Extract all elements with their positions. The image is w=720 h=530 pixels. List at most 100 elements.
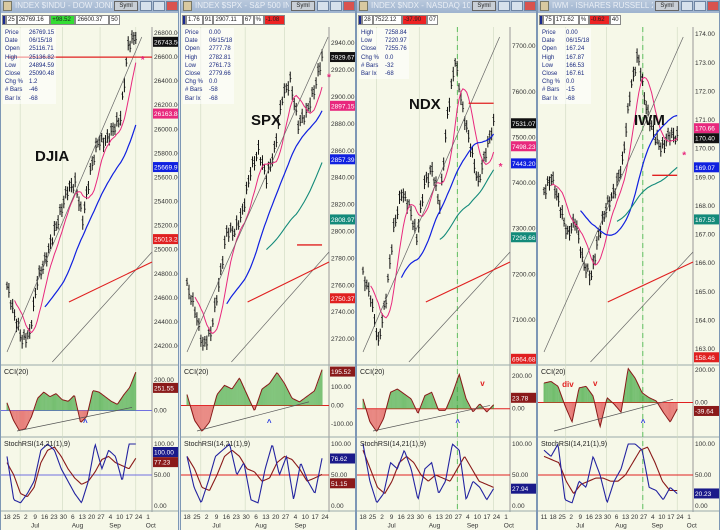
price-bar (223, 235, 226, 249)
toolbar-field[interactable]: % (253, 15, 264, 25)
toolbar-field[interactable]: 1.76 (186, 15, 203, 25)
price-value-badge: 7296.66 (511, 232, 536, 243)
svg-text:195.52: 195.52 (331, 369, 351, 376)
price-bar (390, 244, 394, 255)
price-bar (646, 104, 650, 116)
cci-tick-label: 200.00 (154, 377, 174, 384)
date-tick-label: 10 (658, 514, 666, 521)
toolbar-field[interactable]: 171.62 (553, 15, 579, 25)
maximize-button[interactable] (330, 1, 342, 11)
chart-canvas[interactable]: 2940.002920.002900.002880.002860.002840.… (181, 0, 356, 530)
price-bar (203, 335, 207, 347)
down-marker: v (480, 379, 485, 388)
toolbar-field[interactable]: % (578, 15, 589, 25)
window-titlebar[interactable]: INDEX $NDX - NASDAQ 100 INDEXSyml (357, 0, 536, 13)
chart-canvas[interactable]: 7700.00 7600.00 7500.00 7400.00 7300.00 7200.… (357, 0, 537, 530)
symbol-button[interactable]: Syml (472, 1, 496, 11)
info-value: 2777.78 (209, 46, 231, 53)
toolbar-field[interactable]: 67 (242, 15, 254, 25)
close-button[interactable] (707, 1, 719, 11)
toolbar-field[interactable]: -1.08 (263, 15, 285, 25)
chart-window-spx: 2940.00 2920.00 2900.00 2880.00 2860.00 2840.… (180, 0, 356, 530)
close-button[interactable] (166, 1, 178, 11)
mid-moving-average-line (44, 124, 137, 308)
stoch-label: StochRSI(14,21(1),9) (541, 441, 607, 448)
date-tick-label: 6 (254, 514, 258, 521)
symbol-button[interactable]: Syml (291, 1, 315, 11)
price-bar (471, 146, 474, 158)
price-bar (7, 282, 11, 298)
maximize-button[interactable] (511, 1, 523, 11)
toolbar-field[interactable]: 75 (543, 15, 554, 25)
window-titlebar[interactable]: INDEX $INDU - DOW JONES INDUSTRIALSSyml (1, 0, 178, 13)
cci-tick-label: 0.00 (154, 407, 167, 414)
stoch-tick-label: 50.00 (154, 472, 171, 479)
close-button[interactable] (343, 1, 355, 11)
price-bar (381, 313, 384, 328)
maximize-button[interactable] (694, 1, 706, 11)
info-key: Low (542, 62, 554, 69)
price-bar (26, 330, 30, 340)
window-title: INDEX $SPX - S&P 500 INDEX (195, 1, 289, 10)
chart-canvas[interactable]: 26800.0026600.0026400.0026200.0026000.00… (1, 0, 179, 530)
info-row: Close 2779.66 (185, 70, 232, 78)
minimize-button[interactable] (498, 1, 510, 11)
toolbar-color-chip (2, 15, 6, 25)
info-row: Date 06/15/18 (185, 37, 232, 45)
price-bar (570, 223, 573, 234)
price-bar (659, 142, 662, 157)
up-arrow-marker: ^ (641, 418, 646, 427)
toolbar-field[interactable]: 7522.12 (372, 15, 403, 25)
svg-text:77.23: 77.23 (154, 460, 171, 467)
price-bar (13, 309, 16, 321)
bar-info-box: Price 0.00 Date 06/15/18 Open 167.24 High 167.8… (540, 28, 592, 104)
toolbar-field[interactable]: 40 (609, 15, 621, 25)
price-bar (486, 135, 490, 148)
date-tick-label: 9 (215, 514, 219, 521)
price-bar (19, 329, 22, 342)
info-value: 06/15/18 (566, 38, 590, 45)
symbol-button[interactable]: Syml (655, 1, 679, 11)
price-value-badge: 26743.50 (153, 36, 178, 47)
price-bar (551, 171, 555, 185)
toolbar-field[interactable]: +98.52 (50, 15, 76, 25)
toolbar-field[interactable]: 26769.16 (16, 15, 51, 25)
date-tick-label: 17 (667, 514, 675, 521)
price-tick-label: 26000.00 (154, 126, 179, 133)
price-bar (60, 203, 64, 218)
toolbar-field[interactable]: 07 (427, 15, 438, 25)
cci-tick-label: 100.00 (331, 384, 351, 391)
info-key: # Bars (361, 62, 379, 69)
info-key: High (5, 54, 18, 61)
minimize-button[interactable] (140, 1, 152, 11)
date-tick-label: 11 (541, 514, 548, 521)
price-bar (623, 141, 626, 154)
toolbar-field[interactable]: 2907.11 (213, 15, 243, 25)
minimize-button[interactable] (317, 1, 329, 11)
price-bar (251, 156, 254, 168)
chart-canvas[interactable]: 174.00173.00172.00171.00170.00169.00168.… (538, 0, 720, 530)
toolbar-field[interactable]: 50 (109, 15, 120, 25)
price-bar (553, 185, 557, 199)
toolbar-field[interactable]: 28 (362, 15, 373, 25)
minimize-button[interactable] (681, 1, 693, 11)
window-titlebar[interactable]: INDEX $SPX - S&P 500 INDEXSyml (181, 0, 355, 13)
close-button[interactable] (524, 1, 536, 11)
price-bar (187, 284, 191, 300)
toolbar-field[interactable]: 25 (6, 15, 17, 25)
price-bar (263, 164, 266, 175)
symbol-button[interactable]: Syml (114, 1, 138, 11)
toolbar-field[interactable]: -0.62 (588, 15, 610, 25)
toolbar-field[interactable]: -37.90 (402, 15, 428, 25)
toolbar-field[interactable]: 26600.37 (75, 15, 110, 25)
date-tick-label: 30 (243, 514, 251, 521)
price-tick-label: 25800.00 (154, 150, 179, 157)
maximize-button[interactable] (153, 1, 165, 11)
window-titlebar[interactable]: IWM - ISHARES RUSSELL 2000Syml (538, 0, 719, 13)
info-value: 25136.82 (29, 54, 55, 61)
price-bar (98, 135, 101, 151)
toolbar-field[interactable]: 91 (202, 15, 214, 25)
month-label: Aug (429, 523, 441, 530)
price-bar (189, 295, 193, 305)
price-bar (55, 221, 58, 231)
